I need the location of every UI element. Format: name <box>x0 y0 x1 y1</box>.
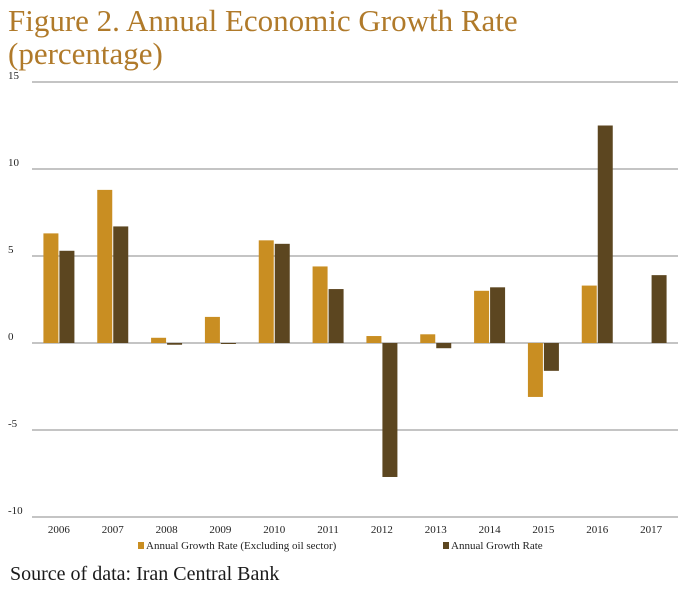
bar-excl-oil-2015 <box>527 343 543 397</box>
bar-total-2016 <box>597 125 613 343</box>
legend-label-excl-oil: Annual Growth Rate (Excluding oil sector… <box>146 540 337 552</box>
bar-excl-oil-2013 <box>420 334 436 343</box>
bar-excl-oil-2012 <box>366 336 382 343</box>
bar-total-2013 <box>436 343 452 349</box>
bar-excl-oil-2009 <box>204 316 220 343</box>
legend-label-total: Annual Growth Rate <box>451 540 543 552</box>
x-tick-label: 2011 <box>317 524 339 536</box>
y-tick-label: 15 <box>8 70 20 82</box>
y-tick-label: 10 <box>8 157 20 169</box>
legend-swatch-excl-oil <box>138 542 144 549</box>
x-axis: 2006 2007 2008 2009 2010 2011 2012 2013 2014 2015… <box>48 524 663 536</box>
x-tick-label: 2006 <box>48 524 71 536</box>
x-tick-label: 2015 <box>532 524 555 536</box>
bar-excl-oil-2007 <box>97 189 113 343</box>
bar-excl-oil-2006 <box>43 233 59 343</box>
x-tick-label: 2008 <box>156 524 179 536</box>
bar-excl-oil-2014 <box>474 290 490 343</box>
bar-total-2009 <box>220 343 236 344</box>
chart-title-line2: (percentage) <box>8 36 163 71</box>
bar-total-2007 <box>113 226 129 343</box>
x-tick-label: 2017 <box>640 524 663 536</box>
y-tick-label: -5 <box>8 418 18 430</box>
bar-total-2006 <box>59 250 75 343</box>
grid-lines <box>32 81 678 518</box>
y-tick-label: 5 <box>8 244 14 256</box>
bar-total-2008 <box>167 343 183 345</box>
bar-excl-oil-2008 <box>151 337 167 343</box>
y-tick-label: -10 <box>8 505 23 517</box>
bar-total-2014 <box>490 287 506 343</box>
chart-title: Figure 2. Annual Economic Growth Rate (p… <box>8 4 688 70</box>
bar-total-2012 <box>382 343 398 477</box>
chart-title-line1: Figure 2. Annual Economic Growth Rate <box>8 3 518 38</box>
bar-excl-oil-2016 <box>581 285 597 343</box>
x-tick-label: 2014 <box>479 524 502 536</box>
bar-total-2011 <box>328 289 344 343</box>
y-tick-label: 0 <box>8 331 14 343</box>
bars <box>43 125 667 477</box>
x-tick-label: 2010 <box>263 524 286 536</box>
legend: Annual Growth Rate (Excluding oil sector… <box>138 540 543 552</box>
x-tick-label: 2009 <box>209 524 232 536</box>
bar-total-2017 <box>651 275 667 343</box>
bar-excl-oil-2011 <box>312 266 328 343</box>
bar-total-2010 <box>274 243 290 343</box>
x-tick-label: 2016 <box>586 524 609 536</box>
x-tick-label: 2007 <box>102 524 125 536</box>
bar-total-2015 <box>543 343 559 371</box>
x-tick-label: 2012 <box>371 524 393 536</box>
x-tick-label: 2013 <box>425 524 448 536</box>
legend-swatch-total <box>443 542 449 549</box>
source-note: Source of data: Iran Central Bank <box>10 563 280 585</box>
bar-excl-oil-2010 <box>258 240 274 343</box>
y-axis: -10 -5 0 5 10 15 <box>8 70 23 517</box>
